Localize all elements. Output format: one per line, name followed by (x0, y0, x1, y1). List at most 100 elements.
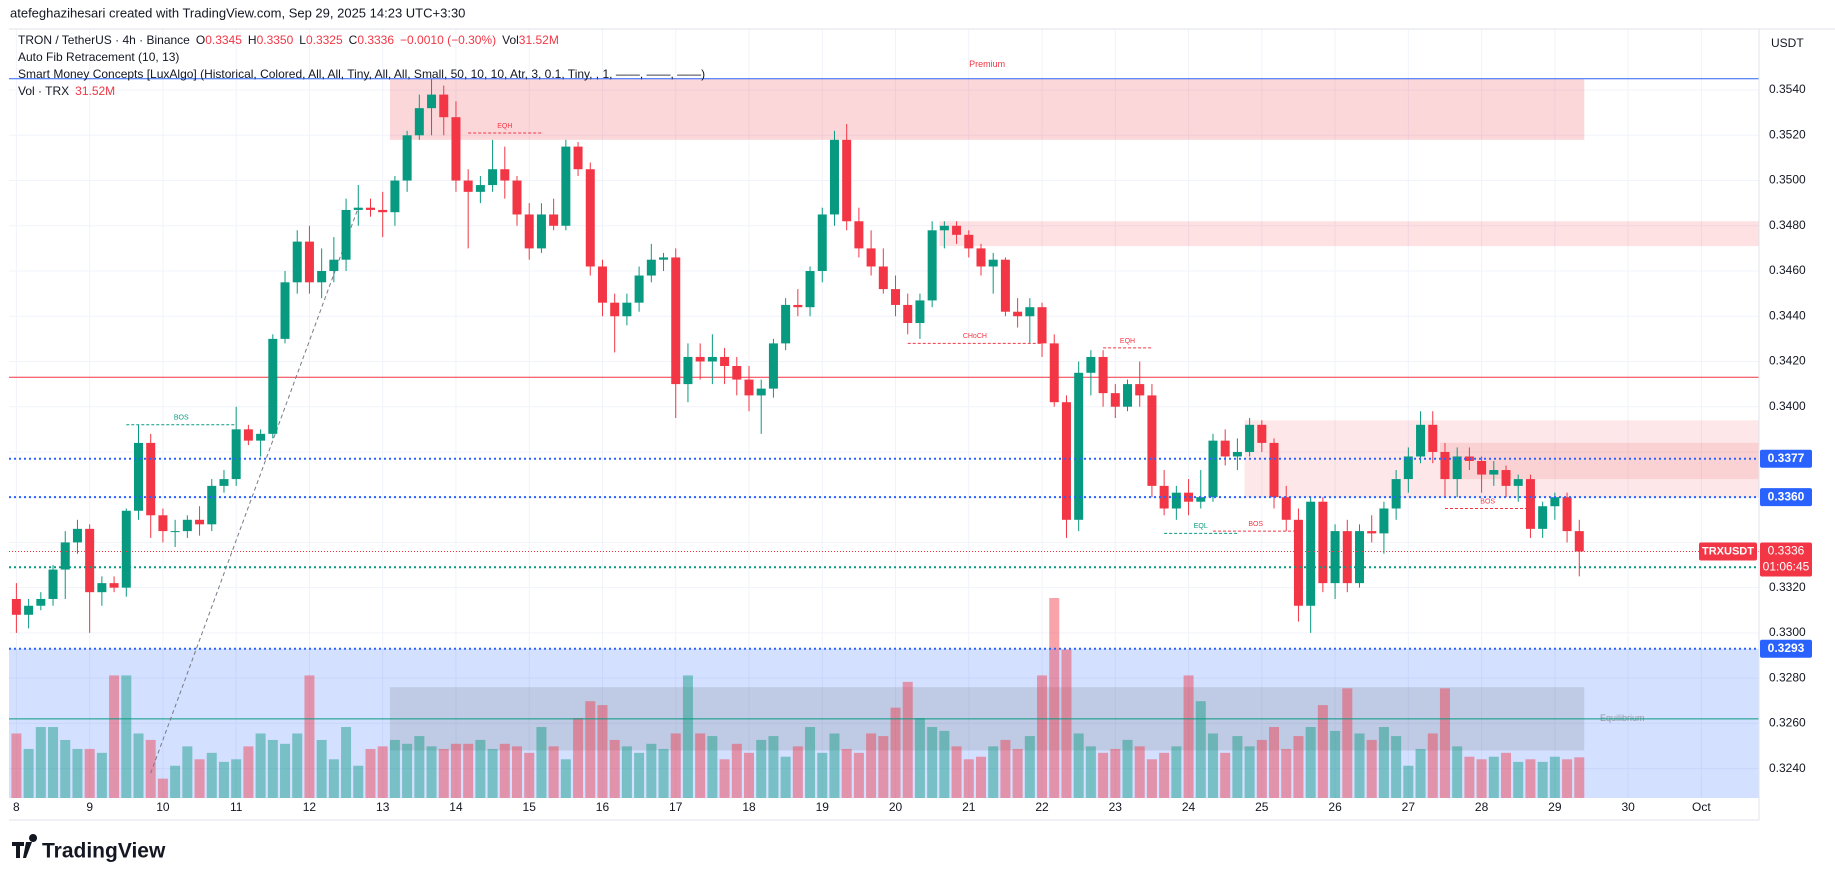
price-mark-label: 0.3377 (1768, 451, 1805, 465)
volume-bar (1220, 752, 1231, 798)
candle-body (36, 598, 46, 606)
candle-body (451, 117, 461, 181)
volume-bar (731, 743, 742, 798)
volume-bar (1427, 733, 1438, 798)
volume-bar (902, 681, 913, 798)
candle-body (292, 241, 302, 283)
volume-bar (670, 733, 681, 798)
volume-bar (805, 727, 816, 798)
volume-bar (133, 733, 144, 798)
candle-body (671, 257, 681, 385)
structure-label: EQL (1194, 523, 1208, 530)
candle-body (365, 207, 375, 210)
volume-bar (1110, 748, 1121, 798)
candle-body (1513, 479, 1523, 486)
volume-bar (792, 746, 803, 798)
candle-body (854, 221, 864, 249)
candle-body (231, 429, 241, 480)
volume-bar (914, 718, 925, 798)
currency: USDT (1771, 36, 1804, 50)
volume-bar (1073, 733, 1084, 798)
candle-body (512, 180, 522, 215)
volume-bar (1464, 756, 1475, 798)
volume-bar (255, 733, 266, 798)
volume-bar (1549, 756, 1560, 798)
brand: TradingView (42, 840, 166, 863)
volume-bar (597, 705, 608, 798)
candle-body (1086, 356, 1096, 373)
volume-bar (890, 707, 901, 798)
candle-body (1184, 492, 1194, 502)
candle-body (597, 266, 607, 303)
candle-body (1171, 492, 1181, 509)
candle-body (536, 214, 546, 249)
volume-bar (438, 748, 449, 798)
volume-bar (23, 748, 34, 798)
candle-body (952, 225, 962, 235)
candle-body (573, 146, 583, 170)
candle-body (976, 248, 986, 267)
candle-body (1452, 456, 1462, 480)
x-tick-label: 8 (13, 800, 20, 814)
x-tick-label: 18 (742, 800, 756, 814)
candle-body (500, 169, 510, 181)
volume-bar (1293, 736, 1304, 798)
x-tick-label: 9 (86, 800, 93, 814)
x-tick-label: 28 (1475, 800, 1489, 814)
volume-bar (316, 739, 327, 798)
y-tick-label: 0.3460 (1769, 263, 1806, 277)
x-tick-label: 26 (1328, 800, 1342, 814)
y-tick-label: 0.3520 (1769, 127, 1806, 141)
candle-body (549, 214, 559, 226)
candle-body (695, 356, 705, 362)
structure-label: EQH (497, 123, 512, 130)
volume-bar (414, 736, 425, 798)
volume-bar (707, 736, 718, 798)
ticker-label: TRXUSDT (1702, 545, 1754, 557)
candle-body (427, 94, 437, 109)
candle-body (1489, 470, 1499, 475)
x-tick-label: 15 (523, 800, 537, 814)
x-tick-label: 19 (816, 800, 830, 814)
text-part: 0.3345 (205, 33, 242, 47)
volume-bar (853, 752, 864, 798)
candle-body (268, 338, 278, 434)
candle-body (414, 108, 424, 136)
y-tick-label: 0.3260 (1769, 716, 1806, 730)
candle-body (1525, 479, 1535, 529)
volume-bar (1281, 748, 1292, 798)
volume-bar (768, 736, 779, 798)
indicator-label: Auto Fib Retracement (10, 13) (18, 50, 179, 64)
candle-body (1245, 424, 1255, 452)
volume-bar (963, 759, 974, 798)
volume-bar (1122, 739, 1133, 798)
volume-bar (84, 748, 95, 798)
volume-bar (1012, 748, 1023, 798)
candle-body (842, 139, 852, 222)
candle-body (1013, 311, 1023, 317)
volume-bar (1037, 675, 1048, 798)
volume-bar (1000, 739, 1011, 798)
volume-bar (1513, 761, 1524, 798)
text-part: 0.3336 (357, 33, 394, 47)
candle-body (256, 433, 266, 441)
candle-body (304, 241, 314, 283)
volume-bar (536, 727, 547, 798)
candle-body (1367, 531, 1377, 534)
volume-bar (780, 756, 791, 798)
x-tick-label: 20 (889, 800, 903, 814)
candle-body (121, 510, 131, 588)
candle-body (1281, 497, 1291, 520)
candle-body (1196, 497, 1206, 502)
volume-bar (744, 752, 754, 798)
x-tick-label: 30 (1621, 800, 1635, 814)
volume-bar (231, 759, 242, 798)
candle-body (378, 209, 388, 213)
volume-bar (927, 727, 938, 798)
price-mark-label: 0.3293 (1768, 641, 1805, 655)
volume-bar (975, 756, 986, 798)
candle-body (1440, 451, 1450, 480)
candle-body (915, 300, 925, 324)
candle-body (1477, 460, 1487, 475)
